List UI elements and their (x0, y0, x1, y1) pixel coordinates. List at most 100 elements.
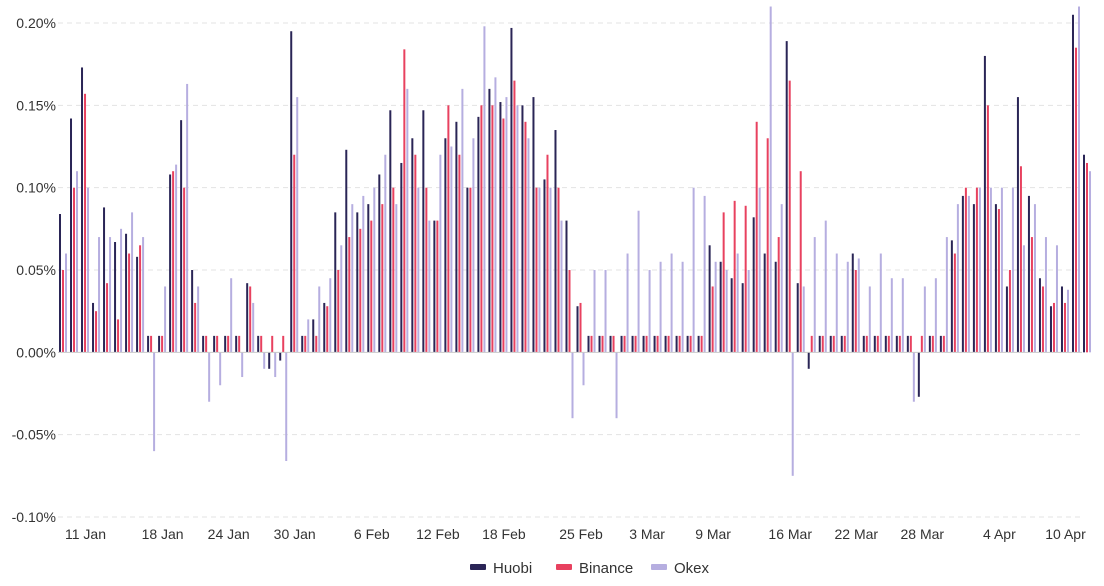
bar-binance[interactable] (436, 220, 439, 353)
legend-item-huobi[interactable]: Huobi (470, 560, 532, 577)
bar-huobi[interactable] (1027, 195, 1030, 353)
bar-binance[interactable] (359, 228, 362, 353)
bar-huobi[interactable] (1016, 97, 1019, 353)
bar-huobi[interactable] (785, 41, 788, 353)
bar-okex[interactable] (1022, 245, 1025, 353)
bar-binance[interactable] (942, 335, 945, 353)
bar-binance[interactable] (887, 335, 890, 353)
bar-huobi[interactable] (246, 283, 249, 353)
bar-binance[interactable] (84, 93, 87, 353)
bar-binance[interactable] (755, 121, 758, 353)
bar-okex[interactable] (615, 352, 618, 419)
bar-okex[interactable] (802, 286, 805, 353)
bar-binance[interactable] (964, 187, 967, 353)
bar-huobi[interactable] (851, 253, 854, 353)
bar-okex[interactable] (967, 195, 970, 353)
bar-okex[interactable] (340, 245, 343, 353)
bar-huobi[interactable] (642, 335, 645, 353)
bar-huobi[interactable] (323, 302, 326, 353)
bar-okex[interactable] (439, 154, 442, 353)
bar-binance[interactable] (62, 270, 64, 353)
bar-okex[interactable] (945, 237, 948, 353)
bar-huobi[interactable] (664, 335, 667, 353)
bar-okex[interactable] (769, 6, 772, 353)
bar-binance[interactable] (326, 306, 329, 353)
bar-huobi[interactable] (411, 138, 414, 353)
bar-binance[interactable] (876, 335, 879, 353)
bar-okex[interactable] (186, 83, 189, 353)
bar-okex[interactable] (703, 195, 706, 353)
bar-binance[interactable] (832, 335, 835, 353)
bar-huobi[interactable] (532, 97, 535, 353)
bar-okex[interactable] (1011, 187, 1014, 353)
bar-okex[interactable] (318, 286, 321, 353)
bar-binance[interactable] (898, 335, 901, 353)
bar-huobi[interactable] (367, 204, 370, 353)
bar-okex[interactable] (197, 286, 200, 353)
bar-binance[interactable] (953, 253, 956, 353)
bar-binance[interactable] (348, 237, 351, 353)
bar-okex[interactable] (362, 195, 365, 353)
bar-huobi[interactable] (829, 335, 832, 353)
bar-binance[interactable] (1074, 47, 1077, 353)
bar-huobi[interactable] (180, 120, 183, 353)
bar-okex[interactable] (153, 352, 156, 452)
bar-binance[interactable] (634, 335, 637, 353)
bar-huobi[interactable] (202, 335, 205, 353)
bar-binance[interactable] (315, 335, 318, 353)
bar-huobi[interactable] (1049, 306, 1052, 353)
bar-binance[interactable] (458, 154, 461, 353)
bar-binance[interactable] (249, 286, 252, 353)
bar-okex[interactable] (65, 253, 68, 353)
bar-huobi[interactable] (356, 212, 359, 353)
bar-binance[interactable] (1030, 237, 1033, 353)
bar-huobi[interactable] (587, 335, 590, 353)
bar-huobi[interactable] (1038, 278, 1041, 353)
bar-okex[interactable] (142, 237, 145, 353)
bar-okex[interactable] (395, 204, 398, 353)
bar-okex[interactable] (1033, 204, 1036, 353)
bar-binance[interactable] (392, 187, 395, 353)
bar-okex[interactable] (835, 253, 838, 353)
bar-okex[interactable] (912, 352, 915, 402)
bar-binance[interactable] (524, 121, 527, 353)
bar-binance[interactable] (799, 171, 802, 353)
bar-okex[interactable] (428, 220, 431, 353)
bar-binance[interactable] (282, 335, 285, 353)
bar-binance[interactable] (150, 335, 153, 353)
bar-huobi[interactable] (818, 335, 821, 353)
bar-huobi[interactable] (136, 256, 139, 353)
bar-binance[interactable] (535, 187, 538, 353)
bar-binance[interactable] (667, 335, 670, 353)
bar-okex[interactable] (274, 352, 277, 378)
bar-okex[interactable] (384, 154, 387, 353)
bar-okex[interactable] (1078, 6, 1080, 353)
bar-huobi[interactable] (1060, 286, 1063, 353)
bar-binance[interactable] (766, 138, 769, 353)
bar-binance[interactable] (513, 80, 516, 353)
bar-okex[interactable] (307, 319, 310, 353)
bar-huobi[interactable] (554, 130, 557, 353)
bar-okex[interactable] (472, 138, 475, 353)
bar-binance[interactable] (1052, 302, 1055, 353)
bar-binance[interactable] (73, 187, 76, 353)
bar-huobi[interactable] (653, 335, 656, 353)
bar-binance[interactable] (557, 187, 560, 353)
bar-okex[interactable] (329, 278, 332, 353)
bar-binance[interactable] (403, 49, 406, 353)
bar-okex[interactable] (494, 77, 497, 353)
bar-okex[interactable] (659, 261, 662, 353)
bar-okex[interactable] (285, 352, 288, 462)
bar-okex[interactable] (351, 204, 354, 353)
bar-okex[interactable] (758, 187, 761, 353)
bar-okex[interactable] (648, 270, 651, 353)
bar-okex[interactable] (978, 187, 981, 353)
bar-binance[interactable] (645, 335, 648, 353)
bar-huobi[interactable] (950, 240, 953, 353)
bar-binance[interactable] (117, 319, 120, 353)
legend-item-okex[interactable]: Okex (651, 560, 710, 577)
bar-okex[interactable] (131, 212, 134, 353)
bar-binance[interactable] (623, 335, 626, 353)
bar-huobi[interactable] (620, 335, 623, 353)
bar-huobi[interactable] (422, 110, 425, 353)
